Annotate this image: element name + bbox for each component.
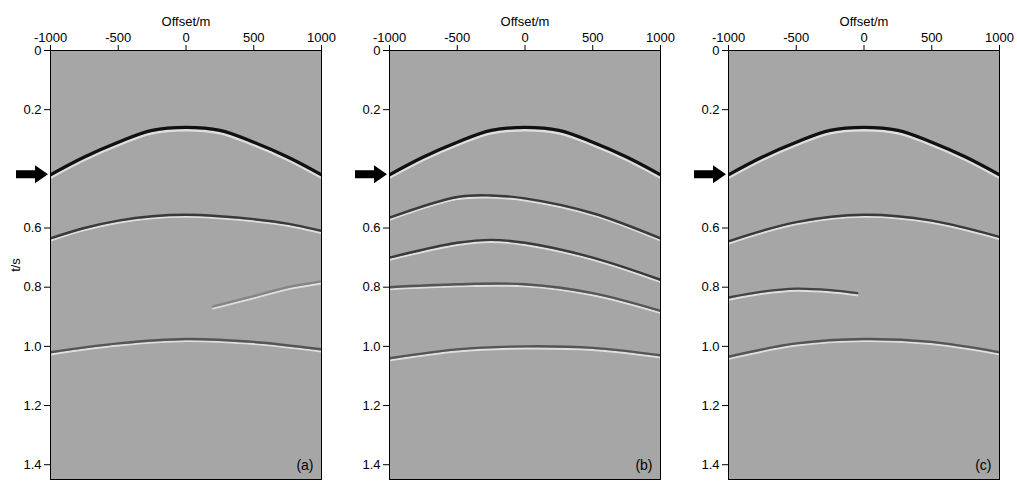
svg-text:-500: -500 [105,30,131,45]
svg-text:0: 0 [182,30,189,45]
svg-text:1.0: 1.0 [701,339,719,354]
svg-text:500: 500 [921,30,943,45]
svg-text:Offset/m: Offset/m [162,14,211,29]
svg-text:1000: 1000 [985,30,1014,45]
svg-text:-1000: -1000 [373,30,406,45]
svg-text:500: 500 [243,30,265,45]
svg-text:0.2: 0.2 [701,102,719,117]
svg-text:0.2: 0.2 [362,102,380,117]
svg-text:1.2: 1.2 [701,398,719,413]
svg-text:1.2: 1.2 [23,398,41,413]
svg-text:0.6: 0.6 [362,220,380,235]
svg-text:500: 500 [582,30,604,45]
svg-text:0: 0 [373,43,380,58]
svg-text:-500: -500 [444,30,470,45]
svg-text:0: 0 [34,43,41,58]
svg-text:0: 0 [860,30,867,45]
svg-text:Offset/m: Offset/m [501,14,550,29]
svg-text:1.4: 1.4 [701,457,719,472]
svg-text:1.0: 1.0 [362,339,380,354]
svg-text:0.6: 0.6 [701,220,719,235]
svg-text:1.4: 1.4 [23,457,41,472]
svg-text:1.2: 1.2 [362,398,380,413]
svg-text:0.8: 0.8 [362,279,380,294]
svg-text:t/s: t/s [8,258,23,272]
svg-text:0.2: 0.2 [23,102,41,117]
svg-text:0: 0 [521,30,528,45]
svg-text:(c): (c) [975,457,991,473]
svg-text:Offset/m: Offset/m [840,14,889,29]
svg-text:-1000: -1000 [34,30,67,45]
svg-text:-500: -500 [783,30,809,45]
svg-text:(b): (b) [635,457,652,473]
svg-text:1000: 1000 [307,30,336,45]
svg-text:0.8: 0.8 [23,279,41,294]
svg-text:1000: 1000 [646,30,675,45]
svg-text:0.8: 0.8 [701,279,719,294]
svg-text:1.0: 1.0 [23,339,41,354]
svg-text:0.6: 0.6 [23,220,41,235]
svg-text:0: 0 [712,43,719,58]
svg-text:(a): (a) [296,457,313,473]
svg-text:-1000: -1000 [712,30,745,45]
svg-text:1.4: 1.4 [362,457,380,472]
